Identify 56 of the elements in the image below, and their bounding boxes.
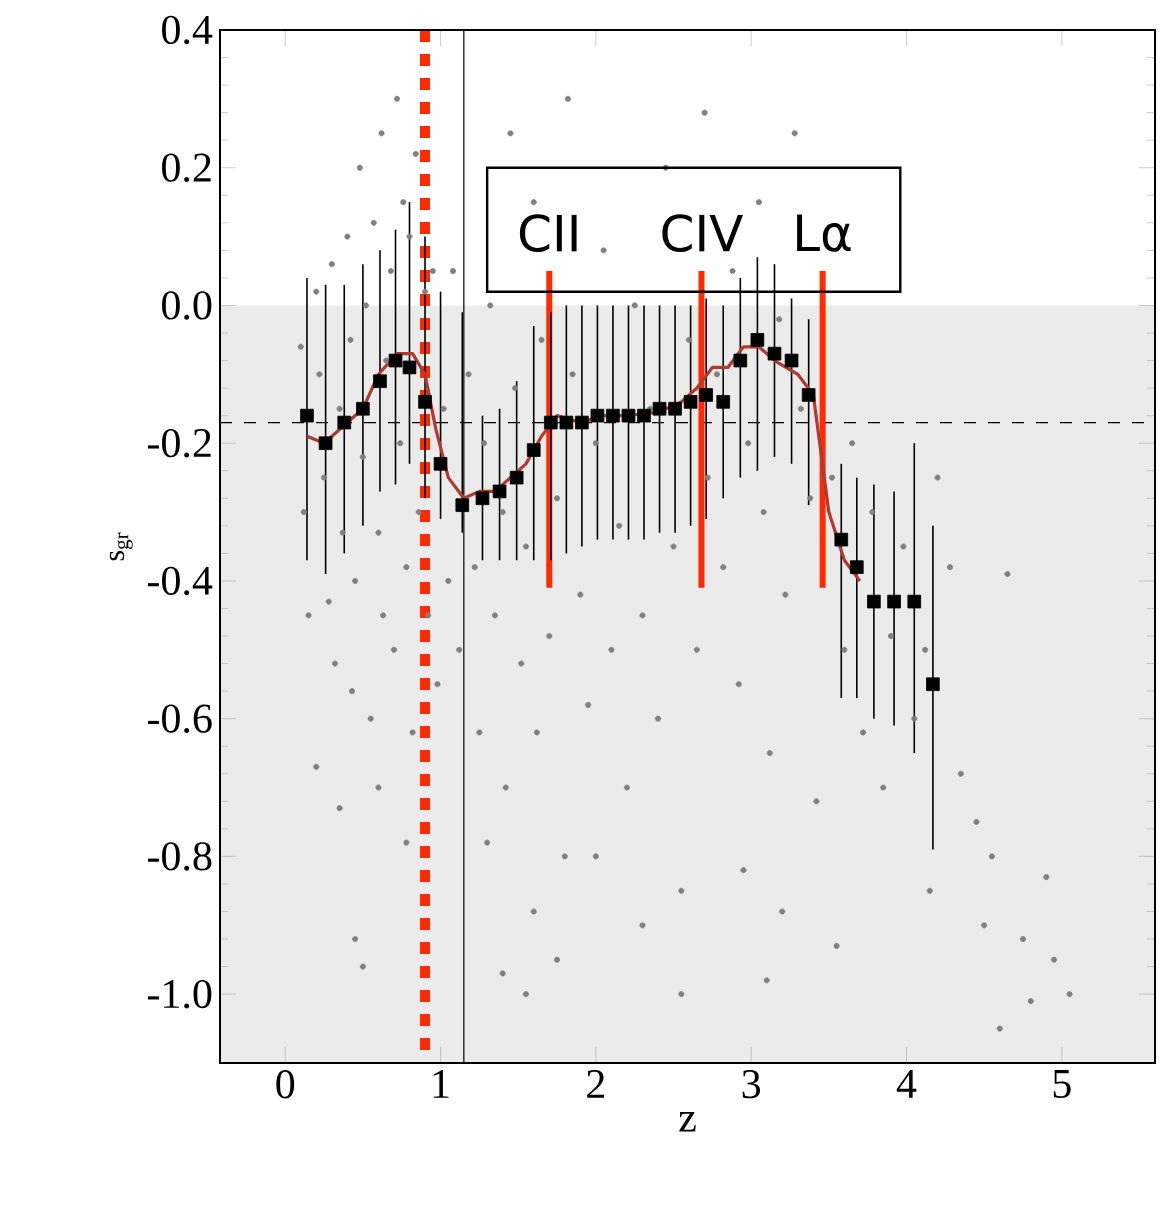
point: [668, 401, 682, 416]
point: [621, 408, 636, 423]
y-tick-label: 0.0: [162, 291, 212, 320]
point: [509, 470, 524, 485]
point: [637, 408, 651, 423]
y-tick-label: -0.8: [148, 842, 212, 871]
point: [767, 346, 782, 361]
ref-line-label: CIV: [662, 214, 743, 253]
point: [492, 484, 507, 499]
y-axis-title: s$_{gr}$: [109, 532, 133, 561]
y-tick-label: -0.2: [148, 428, 211, 458]
x-axis-title: z: [679, 1112, 696, 1132]
y-tick-label: 0.4: [162, 15, 213, 45]
y-tick-label: -0.4: [148, 566, 213, 596]
point: [526, 443, 541, 457]
point: [683, 395, 698, 409]
point: [388, 353, 403, 368]
point: [750, 333, 765, 347]
point: [590, 408, 605, 423]
x-tick-label: 5: [1053, 1070, 1071, 1098]
point: [850, 560, 864, 574]
point: [433, 457, 448, 471]
point: [475, 491, 490, 506]
point: [575, 415, 589, 430]
point: [402, 360, 417, 375]
y-tick-label: -0.6: [148, 704, 212, 733]
point: [337, 415, 352, 430]
point: [784, 353, 799, 368]
y-tick-label: 0.2: [162, 153, 211, 182]
point: [300, 408, 314, 423]
point: [907, 594, 922, 609]
point: [373, 374, 387, 389]
point: [318, 436, 333, 450]
point: [716, 395, 731, 409]
point: [867, 594, 881, 609]
point: [926, 677, 940, 692]
point: [801, 388, 816, 402]
point: [455, 498, 470, 512]
point: [559, 415, 574, 430]
point: [733, 353, 748, 368]
x-tick-label: 0: [276, 1070, 295, 1099]
point: [834, 532, 849, 547]
ref-line-label: Lα: [797, 214, 851, 252]
point: [699, 388, 713, 402]
x-tick-label: 4: [896, 1070, 917, 1098]
point: [418, 395, 432, 409]
y-tick-label: -1.0: [148, 979, 212, 1009]
x-tick-label: 2: [587, 1070, 605, 1098]
x-tick-label: 3: [742, 1070, 761, 1099]
point: [887, 594, 901, 609]
x-tick-label: 1: [433, 1070, 449, 1098]
ref-line-label: CII: [519, 214, 577, 253]
point: [606, 408, 620, 423]
point: [544, 415, 558, 430]
point: [652, 401, 667, 416]
point: [356, 401, 370, 416]
